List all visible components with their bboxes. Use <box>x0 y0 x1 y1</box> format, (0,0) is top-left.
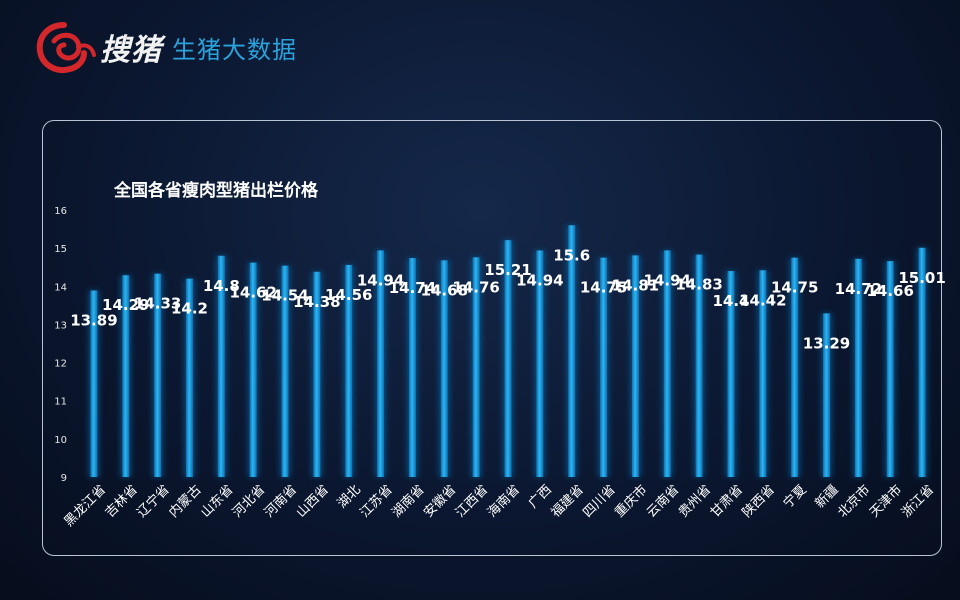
bar <box>313 271 321 477</box>
bar <box>408 258 416 477</box>
x-tick-label: 江苏省 <box>357 482 396 521</box>
x-tick-label: 浙江省 <box>899 482 937 520</box>
bar <box>154 273 162 477</box>
x-tick-label: 安徽省 <box>421 482 459 520</box>
bar <box>504 240 512 477</box>
x-tick-label: 贵州省 <box>676 482 714 520</box>
bar <box>472 257 480 477</box>
bar <box>695 254 703 477</box>
x-tick-label: 天津市 <box>866 482 905 521</box>
bar <box>536 250 544 477</box>
x-tick-label: 吉林省 <box>103 482 141 520</box>
bar <box>918 247 926 477</box>
bar <box>663 250 671 477</box>
x-tick-label: 四川省 <box>580 482 618 520</box>
data-label: 14.76 <box>452 278 499 296</box>
data-label: 15.6 <box>553 246 590 264</box>
x-tick-label: 黑龙江省 <box>62 482 109 529</box>
bar <box>217 255 225 477</box>
x-tick-label: 宁夏 <box>780 482 810 512</box>
data-label: 13.89 <box>70 311 117 329</box>
data-label: 14.94 <box>357 271 404 289</box>
x-tick-label: 重庆市 <box>612 482 651 521</box>
y-tick-label: 11 <box>54 397 67 408</box>
y-tick-label: 12 <box>54 359 67 370</box>
bar <box>854 258 862 477</box>
x-tick-label: 内蒙古 <box>166 482 205 521</box>
bar <box>568 225 576 477</box>
x-tick-label: 辽宁省 <box>134 482 173 521</box>
data-label: 13.29 <box>803 334 850 352</box>
data-label: 15.21 <box>484 261 531 279</box>
data-label: 14.62 <box>229 284 276 302</box>
data-label: 14.8 <box>203 277 240 295</box>
x-tick-label: 江西省 <box>453 482 491 520</box>
data-label: 14.94 <box>644 271 691 289</box>
y-tick-label: 15 <box>54 244 67 255</box>
data-label: 14.54 <box>261 287 308 305</box>
y-tick-label: 9 <box>61 473 67 484</box>
data-label: 14.72 <box>835 280 882 298</box>
x-tick-label: 湖南省 <box>389 482 428 521</box>
data-label: 14.81 <box>612 276 659 294</box>
bar <box>631 255 639 477</box>
x-tick-label: 福建省 <box>549 482 587 520</box>
bar <box>122 275 130 477</box>
bar <box>727 271 735 477</box>
y-tick-label: 13 <box>54 320 67 331</box>
data-label: 14.4 <box>712 292 749 310</box>
data-label: 14.38 <box>293 293 340 311</box>
bar <box>90 290 98 477</box>
x-tick-label: 甘肃省 <box>708 482 746 520</box>
x-tick-label: 山东省 <box>198 482 236 520</box>
x-tick-label: 河北省 <box>230 482 268 520</box>
x-tick-label: 北京市 <box>835 482 874 521</box>
bar <box>759 270 767 477</box>
pig-logo-icon <box>36 22 96 73</box>
data-label: 14.56 <box>325 286 372 304</box>
data-label: 14.2 <box>171 300 208 318</box>
data-label: 14.94 <box>516 271 563 289</box>
data-label: 14.66 <box>866 282 913 300</box>
bar <box>791 257 799 477</box>
y-tick-label: 16 <box>54 206 67 217</box>
data-label: 14.74 <box>389 279 436 297</box>
data-label: 14.83 <box>675 276 722 294</box>
bar <box>249 262 257 477</box>
y-tick-label: 10 <box>54 435 67 446</box>
data-label: 14.68 <box>421 281 468 299</box>
bar <box>600 257 608 477</box>
bar <box>886 261 894 477</box>
bar <box>281 265 289 477</box>
x-tick-label: 陕西省 <box>740 482 778 520</box>
y-tick-label: 14 <box>54 282 67 293</box>
x-tick-label: 云南省 <box>643 482 682 521</box>
brand-logo: 搜猪 生猪大数据 <box>34 16 297 78</box>
bar <box>345 264 353 477</box>
bar <box>377 250 385 477</box>
data-label: 14.75 <box>771 279 818 297</box>
data-label: 15.01 <box>898 269 945 287</box>
data-label: 14.75 <box>580 279 627 297</box>
x-tick-label: 河南省 <box>261 482 300 521</box>
data-label: 14.33 <box>134 295 181 313</box>
bar <box>440 260 448 477</box>
data-label: 14.29 <box>102 296 149 314</box>
brand-name: 搜猪 <box>100 33 162 68</box>
bar <box>185 278 193 477</box>
brand-subtitle: 生猪大数据 <box>172 35 297 64</box>
x-tick-label: 山西省 <box>294 482 332 520</box>
chart-title: 全国各省瘦肉型猪出栏价格 <box>114 181 318 201</box>
chart-panel <box>42 120 942 556</box>
bar <box>823 313 831 477</box>
x-tick-label: 海南省 <box>484 482 523 521</box>
data-label: 14.42 <box>739 291 786 309</box>
